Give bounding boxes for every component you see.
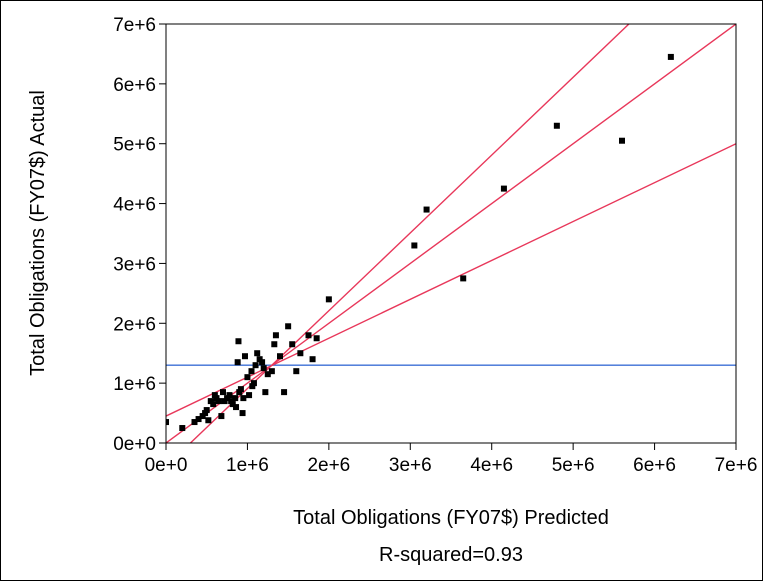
data-point [244,374,251,381]
y-tick-label: 2e+6 [113,314,156,335]
data-point [235,338,242,345]
data-point [309,356,316,363]
y-tick-label: 7e+6 [113,15,156,36]
y-tick-label: 5e+6 [113,135,156,156]
data-point [232,395,239,402]
data-point [246,392,253,399]
data-point [277,353,283,360]
data-point [166,419,169,426]
data-point [411,242,418,249]
data-point [233,404,240,411]
y-tick-label: 4e+6 [113,195,156,216]
x-tick-label: 6e+6 [633,455,676,476]
data-point [179,425,186,432]
data-point [281,389,288,396]
data-point [226,392,233,399]
data-point [325,296,332,303]
data-point [500,185,507,192]
data-point [215,398,222,405]
x-tick-label: 4e+6 [470,455,513,476]
data-point [262,389,269,396]
x-tick-label: 0e+0 [145,455,188,476]
x-tick-label: 7e+6 [715,455,758,476]
data-point [237,386,244,393]
data-point [272,332,279,339]
data-point [264,371,271,378]
data-point [305,332,312,339]
data-point [210,401,217,408]
data-point [289,341,296,348]
data-point [313,335,320,342]
data-point [220,389,226,396]
data-point [254,350,261,357]
data-point [667,53,674,60]
data-point [240,395,247,402]
data-point [218,413,225,420]
lower-confidence-line [166,142,736,417]
plot-area-border [165,23,737,444]
x-tick-label: 1e+6 [226,455,269,476]
data-point [239,410,246,417]
data-point [271,341,278,348]
data-point [191,419,198,426]
data-point [203,407,210,414]
x-tick-label: 3e+6 [389,455,432,476]
data-point [619,137,625,144]
y-tick-label: 3e+6 [113,254,156,275]
upper-confidence-line [189,24,630,443]
data-point [293,368,300,375]
data-point [297,350,304,357]
data-point [285,323,292,330]
data-point [229,401,236,408]
y-axis-label: Total Obligations (FY07$) Actual [27,90,49,376]
data-point [248,368,255,375]
data-point [553,122,560,129]
data-point [259,359,266,366]
data-point [241,353,248,360]
r-squared-label: R-squared=0.93 [379,544,523,566]
data-point [423,206,430,213]
fit-line [166,24,736,443]
x-axis-label: Total Obligations (FY07$) Predicted [293,507,609,529]
y-tick-label: 0e+0 [113,434,156,455]
data-point [205,417,212,424]
y-tick-label: 1e+6 [113,374,156,395]
x-tick-label: 2e+6 [307,455,350,476]
y-tick-label: 6e+6 [113,75,156,96]
data-point [260,365,267,372]
data-point [195,416,202,423]
data-point [460,275,467,282]
data-point [250,380,257,387]
x-tick-label: 5e+6 [552,455,595,476]
data-point [268,368,275,375]
data-point [252,362,259,369]
data-point [234,359,241,366]
